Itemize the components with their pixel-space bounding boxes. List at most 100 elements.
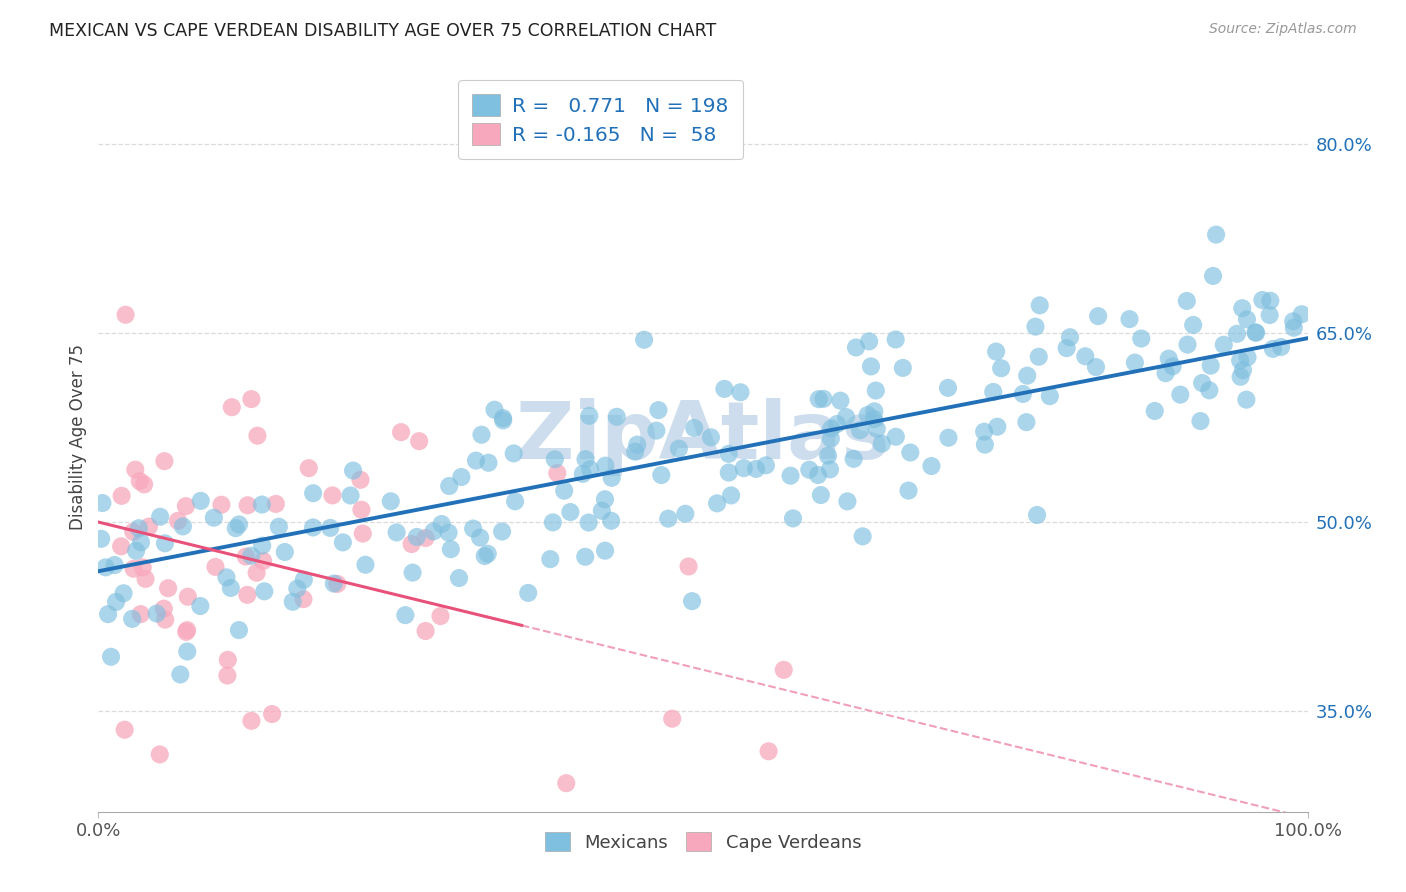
Point	[758, 744, 780, 758]
Point	[1232, 301, 1254, 316]
Point	[720, 488, 742, 502]
Point	[352, 526, 374, 541]
Point	[1282, 314, 1305, 328]
Point	[782, 511, 804, 525]
Point	[830, 393, 852, 408]
Point	[856, 408, 879, 422]
Point	[650, 468, 672, 483]
Point	[111, 489, 134, 503]
Point	[591, 504, 613, 518]
Point	[174, 624, 197, 639]
Point	[321, 488, 343, 502]
Point	[176, 644, 198, 658]
Point	[246, 428, 269, 442]
Point	[578, 409, 600, 423]
Point	[415, 531, 437, 545]
Point	[114, 723, 136, 737]
Point	[174, 499, 197, 513]
Point	[755, 458, 778, 473]
Point	[852, 529, 875, 543]
Point	[717, 447, 740, 461]
Point	[866, 422, 889, 436]
Point	[858, 334, 880, 349]
Point	[240, 714, 263, 728]
Point	[593, 492, 616, 507]
Point	[155, 613, 177, 627]
Point	[546, 466, 568, 480]
Point	[302, 520, 325, 534]
Point	[157, 581, 180, 595]
Point	[544, 452, 567, 467]
Point	[898, 445, 921, 459]
Point	[600, 514, 623, 528]
Point	[1123, 355, 1146, 369]
Point	[1258, 308, 1281, 322]
Point	[100, 649, 122, 664]
Point	[124, 463, 146, 477]
Point	[103, 558, 125, 572]
Point	[202, 510, 225, 524]
Point	[1059, 330, 1081, 344]
Point	[1182, 318, 1205, 332]
Point	[1024, 319, 1046, 334]
Point	[188, 599, 211, 613]
Point	[1212, 338, 1234, 352]
Point	[401, 566, 423, 580]
Point	[94, 560, 117, 574]
Point	[354, 558, 377, 572]
Point	[1258, 293, 1281, 308]
Point	[450, 470, 472, 484]
Point	[250, 498, 273, 512]
Point	[502, 446, 524, 460]
Point	[884, 430, 907, 444]
Point	[1161, 359, 1184, 374]
Point	[339, 488, 361, 502]
Point	[221, 401, 243, 415]
Point	[319, 521, 342, 535]
Point	[624, 444, 647, 458]
Point	[105, 595, 128, 609]
Point	[503, 494, 526, 508]
Point	[1028, 298, 1050, 312]
Point	[274, 545, 297, 559]
Point	[593, 543, 616, 558]
Point	[250, 539, 273, 553]
Point	[820, 421, 842, 435]
Point	[647, 403, 669, 417]
Point	[235, 549, 257, 564]
Point	[661, 712, 683, 726]
Point	[818, 462, 841, 476]
Point	[484, 402, 506, 417]
Point	[477, 547, 499, 561]
Point	[555, 776, 578, 790]
Point	[579, 462, 602, 476]
Point	[936, 381, 959, 395]
Point	[128, 521, 150, 535]
Point	[981, 384, 1004, 399]
Point	[938, 431, 960, 445]
Point	[1282, 320, 1305, 334]
Point	[1226, 326, 1249, 341]
Point	[1143, 404, 1166, 418]
Point	[681, 594, 703, 608]
Point	[1154, 366, 1177, 380]
Point	[281, 595, 304, 609]
Point	[240, 392, 263, 406]
Point	[415, 624, 437, 638]
Point	[572, 467, 595, 481]
Point	[1015, 415, 1038, 429]
Point	[149, 747, 172, 762]
Point	[169, 667, 191, 681]
Point	[849, 423, 872, 437]
Y-axis label: Disability Age Over 75: Disability Age Over 75	[69, 344, 87, 530]
Point	[807, 392, 830, 407]
Point	[990, 361, 1012, 376]
Point	[863, 404, 886, 418]
Point	[1191, 376, 1213, 390]
Point	[215, 570, 238, 584]
Point	[332, 535, 354, 549]
Point	[298, 461, 321, 475]
Point	[112, 586, 135, 600]
Point	[129, 535, 152, 549]
Text: ZipAtlas: ZipAtlas	[516, 398, 890, 476]
